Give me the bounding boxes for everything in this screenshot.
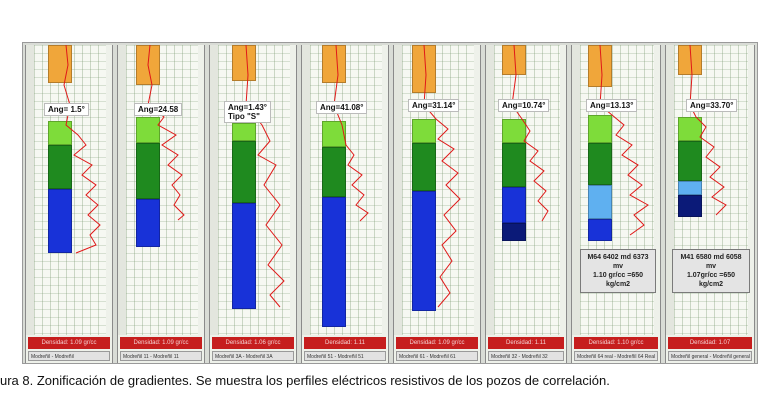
zone-formation — [232, 45, 256, 81]
zone-column — [136, 45, 160, 335]
resistivity-curve — [511, 45, 549, 222]
angle-label: Ang=13.13° — [586, 99, 638, 112]
zone-light-green — [48, 121, 72, 145]
zone-blue — [322, 197, 346, 327]
zone-column — [588, 45, 612, 335]
track-selector[interactable]: Modreñil 61 - Modreñil 61 — [396, 351, 478, 361]
well-panel: Ang=33.70° M41 6580 md 6058 mv 1.07gr/cc… — [665, 45, 755, 363]
zone-column — [678, 45, 702, 335]
zone-navy — [678, 195, 702, 217]
density-bar: Densidad: 1.09 gr/cc — [28, 337, 110, 349]
resistivity-curve — [63, 45, 101, 254]
zone-dark-green — [588, 143, 612, 185]
pressure-note: M41 6580 md 6058 mv 1.07gr/cc =650 kg/cm… — [672, 249, 750, 293]
angle-label: Ang=1.43° Tipo "S" — [224, 101, 271, 123]
zone-light-green — [412, 119, 436, 143]
log-grid — [126, 45, 198, 335]
track-selector[interactable]: Modreñil - Modreñil — [28, 351, 110, 361]
track-selector[interactable]: Modreñil 51 - Modreñil 51 — [304, 351, 386, 361]
pressure-note: M64 6402 md 6373 mv 1.10 gr/cc =650 kg/c… — [580, 249, 656, 293]
zone-light-blue — [678, 181, 702, 195]
well-panel: Ang=24.58 Densidad: 1.09 gr/cc Modreñil … — [117, 45, 205, 363]
density-bar: Densidad: 1.10 gr/cc — [574, 337, 658, 349]
resistivity-curve — [245, 45, 285, 308]
zone-column — [322, 45, 346, 335]
zone-column — [502, 45, 526, 335]
zone-dark-green — [48, 145, 72, 189]
density-bar: Densidad: 1.09 gr/cc — [120, 337, 202, 349]
angle-label: Ang= 1.5° — [44, 103, 89, 116]
well-panel: Ang=31.14° Densidad: 1.09 gr/cc Modreñil… — [393, 45, 481, 363]
zone-blue — [412, 191, 436, 311]
well-log-figure: Ang= 1.5° Densidad: 1.09 gr/cc Modreñil … — [22, 42, 758, 364]
density-bar: Densidad: 1.06 gr/cc — [212, 337, 294, 349]
zone-formation — [678, 45, 702, 75]
zone-light-green — [232, 123, 256, 141]
zone-blue — [588, 219, 612, 241]
track-selector[interactable]: Modreñil 64 real - Modreñil 64 Real — [574, 351, 658, 361]
angle-label: Ang=10.74° — [498, 99, 550, 112]
zone-dark-green — [136, 143, 160, 199]
well-panel: Ang=1.43° Tipo "S" Densidad: 1.06 gr/cc … — [209, 45, 297, 363]
resistivity-curve — [147, 45, 185, 221]
zone-dark-green — [502, 143, 526, 187]
track-selector[interactable]: Modreñil 11 - Modreñil 11 — [120, 351, 202, 361]
zone-light-green — [678, 117, 702, 141]
zone-dark-green — [232, 141, 256, 203]
zone-column — [412, 45, 436, 335]
track-selector[interactable]: Modreñil 32 - Modreñil 32 — [488, 351, 564, 361]
zone-formation — [322, 45, 346, 83]
zone-blue — [48, 189, 72, 253]
figure-caption: ura 8. Zonificación de gradientes. Se mu… — [0, 373, 610, 388]
angle-label: Ang=33.70° — [686, 99, 738, 112]
well-panel: Ang=10.74° Densidad: 1.11 Modreñil 32 - … — [485, 45, 567, 363]
angle-value: Ang=1.43° — [228, 103, 267, 112]
zone-column — [232, 45, 256, 335]
angle-label: Ang=41.08° — [316, 101, 368, 114]
density-bar: Densidad: 1.11 — [304, 337, 386, 349]
resistivity-curve — [333, 45, 369, 222]
zone-blue — [136, 199, 160, 247]
well-panel: Ang=41.08° Densidad: 1.11 Modreñil 51 - … — [301, 45, 389, 363]
zone-dark-green — [322, 147, 346, 197]
well-panel: Ang=13.13° M64 6402 md 6373 mv 1.10 gr/c… — [571, 45, 661, 363]
angle-label: Ang=24.58 — [134, 103, 183, 116]
zone-light-green — [136, 117, 160, 143]
zone-blue — [502, 187, 526, 223]
zone-column — [48, 45, 72, 335]
angle-subtitle: Tipo "S" — [228, 112, 260, 121]
zone-dark-green — [412, 143, 436, 191]
track-selector[interactable]: Modreñil general - Modreñil general — [668, 351, 752, 361]
density-bar: Densidad: 1.11 — [488, 337, 564, 349]
zone-light-blue — [588, 185, 612, 219]
zone-navy — [502, 223, 526, 241]
zone-dark-green — [678, 141, 702, 181]
density-bar: Densidad: 1.09 gr/cc — [396, 337, 478, 349]
zone-light-green — [502, 119, 526, 143]
zone-blue — [232, 203, 256, 309]
track-selector[interactable]: Modreñil 3A - Modreñil 3A — [212, 351, 294, 361]
density-bar: Densidad: 1.07 — [668, 337, 752, 349]
angle-label: Ang=31.14° — [408, 99, 460, 112]
resistivity-curve — [423, 45, 461, 308]
well-panel: Ang= 1.5° Densidad: 1.09 gr/cc Modreñil … — [25, 45, 113, 363]
zone-light-green — [588, 115, 612, 143]
